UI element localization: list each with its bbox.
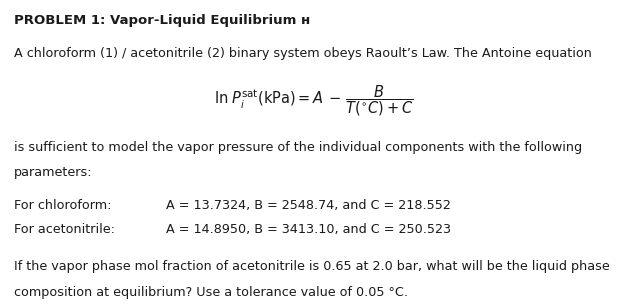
Text: A chloroform (1) / acetonitrile (2) binary system obeys Raoult’s Law. The Antoin: A chloroform (1) / acetonitrile (2) bina… [14, 47, 592, 60]
Text: $\mathrm{ln}\; P_i^{\mathrm{sat}}(\mathrm{kPa}) = A\, -\, \dfrac{B}{T(^{\circ}C): $\mathrm{ln}\; P_i^{\mathrm{sat}}(\mathr… [214, 83, 414, 118]
Text: A = 13.7324, B = 2548.74, and C = 218.552: A = 13.7324, B = 2548.74, and C = 218.55… [166, 199, 452, 212]
Text: parameters:: parameters: [14, 166, 92, 179]
Text: For chloroform:: For chloroform: [14, 199, 111, 212]
Text: composition at equilibrium? Use a tolerance value of 0.05 °C.: composition at equilibrium? Use a tolera… [14, 286, 408, 299]
Text: If the vapor phase mol fraction of acetonitrile is 0.65 at 2.0 bar, what will be: If the vapor phase mol fraction of aceto… [14, 260, 610, 273]
Text: PROBLEM 1: Vapor-Liquid Equilibrium ʜ: PROBLEM 1: Vapor-Liquid Equilibrium ʜ [14, 14, 310, 27]
Text: A = 14.8950, B = 3413.10, and C = 250.523: A = 14.8950, B = 3413.10, and C = 250.52… [166, 223, 452, 237]
Text: is sufficient to model the vapor pressure of the individual components with the : is sufficient to model the vapor pressur… [14, 141, 582, 154]
Text: For acetonitrile:: For acetonitrile: [14, 223, 115, 237]
